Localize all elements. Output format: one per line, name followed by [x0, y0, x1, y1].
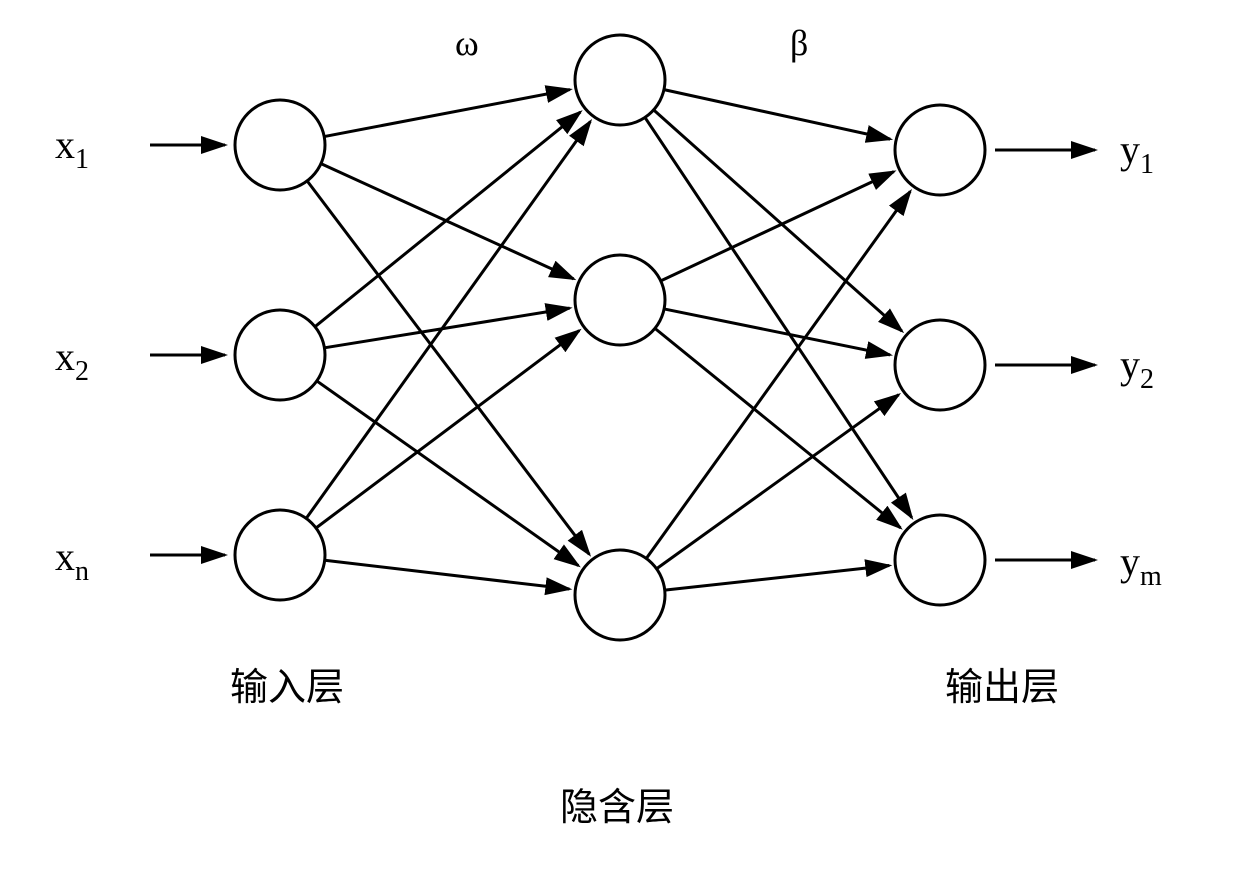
nodes	[235, 35, 985, 640]
weight-label: ω	[455, 23, 479, 63]
hidden-node	[575, 35, 665, 125]
output-node	[895, 105, 985, 195]
output-node	[895, 320, 985, 410]
input-label: xn	[55, 534, 89, 587]
output-label: y2	[1120, 342, 1154, 395]
output-layer-label: 输出层	[945, 667, 1059, 709]
input-node	[235, 510, 325, 600]
input-node	[235, 310, 325, 400]
hidden-node	[575, 255, 665, 345]
neural-network-diagram: x1 x2 xn y1 y2 ym ω β 输入层隐含层 输出层	[0, 0, 1240, 895]
output-label: ym	[1120, 539, 1162, 592]
output-node	[895, 515, 985, 605]
input-layer-label: 输入层	[230, 667, 344, 709]
output-label: y1	[1120, 127, 1154, 180]
hidden-node	[575, 550, 665, 640]
weight-label: β	[790, 23, 808, 63]
hidden-layer-label: 隐含层	[560, 787, 674, 829]
input-label: x1	[55, 122, 89, 175]
input-node	[235, 100, 325, 190]
input-label: x2	[55, 334, 89, 387]
